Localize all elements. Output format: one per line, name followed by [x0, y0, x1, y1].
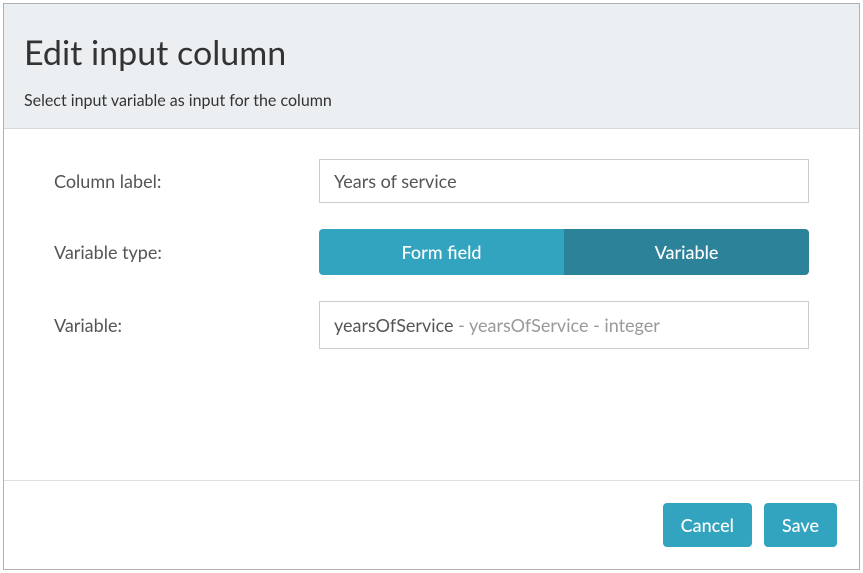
- cancel-button[interactable]: Cancel: [663, 503, 752, 547]
- modal-subtitle: Select input variable as input for the c…: [24, 91, 839, 110]
- variable-row: Variable: yearsOfService - yearsOfServic…: [54, 301, 809, 349]
- variable-label: Variable:: [54, 314, 319, 336]
- variable-type-toggle: Form field Variable: [319, 229, 809, 275]
- variable-type-label: Variable type:: [54, 241, 319, 263]
- variable-value-secondary: - yearsOfService - integer: [454, 314, 660, 336]
- save-button[interactable]: Save: [764, 503, 837, 547]
- column-label-label: Column label:: [54, 170, 319, 192]
- variable-type-form-field[interactable]: Form field: [319, 229, 564, 275]
- modal-title: Edit input column: [24, 32, 839, 73]
- variable-select[interactable]: yearsOfService - yearsOfService - intege…: [319, 301, 809, 349]
- variable-type-row: Variable type: Form field Variable: [54, 229, 809, 275]
- edit-input-column-modal: Edit input column Select input variable …: [3, 3, 860, 570]
- modal-footer: Cancel Save: [4, 480, 859, 569]
- variable-value-primary: yearsOfService: [334, 314, 454, 336]
- modal-header: Edit input column Select input variable …: [4, 4, 859, 129]
- modal-body: Column label: Variable type: Form field …: [4, 129, 859, 480]
- variable-type-variable[interactable]: Variable: [564, 229, 809, 275]
- column-label-input[interactable]: [319, 159, 809, 203]
- column-label-row: Column label:: [54, 159, 809, 203]
